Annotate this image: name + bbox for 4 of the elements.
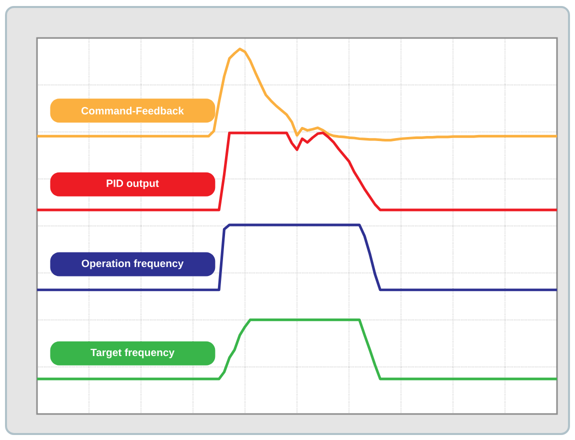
- text: Command-Feedback: [81, 106, 184, 114]
- series-label: PID output: [106, 180, 159, 190]
- series-label: Operation frequency: [82, 259, 184, 270]
- series-label: Target frequency: [90, 348, 174, 358]
